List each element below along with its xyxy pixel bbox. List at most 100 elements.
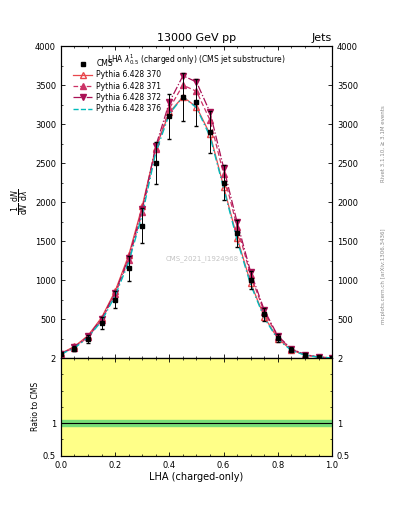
Pythia 6.428 370 [72, 344, 77, 350]
Pythia 6.428 371 [208, 117, 212, 123]
Pythia 6.428 372 [113, 290, 118, 296]
Line: Pythia 6.428 370: Pythia 6.428 370 [58, 94, 335, 360]
Pythia 6.428 370 [262, 314, 266, 320]
Pythia 6.428 370 [99, 314, 104, 321]
Pythia 6.428 372 [275, 333, 280, 339]
Pythia 6.428 371 [275, 334, 280, 340]
Pythia 6.428 370 [208, 131, 212, 137]
Pythia 6.428 376 [181, 94, 185, 100]
Pythia 6.428 371 [303, 352, 307, 358]
Pythia 6.428 372 [208, 110, 212, 116]
Pythia 6.428 372 [181, 73, 185, 79]
Pythia 6.428 371 [72, 345, 77, 351]
Pythia 6.428 370 [316, 354, 321, 360]
Bar [61, 413, 332, 433]
Text: LHA $\lambda^{1}_{0.5}$ (charged only) (CMS jet substructure): LHA $\lambda^{1}_{0.5}$ (charged only) (… [107, 52, 286, 67]
Line: Pythia 6.428 371: Pythia 6.428 371 [58, 82, 335, 360]
Pythia 6.428 372 [153, 143, 158, 149]
Pythia 6.428 371 [113, 291, 118, 297]
Pythia 6.428 370 [113, 288, 118, 294]
Pythia 6.428 370 [221, 183, 226, 189]
Pythia 6.428 372 [194, 79, 199, 85]
Pythia 6.428 376 [194, 104, 199, 111]
Pythia 6.428 372 [221, 165, 226, 171]
Pythia 6.428 372 [303, 352, 307, 358]
Pythia 6.428 370 [167, 110, 172, 116]
Pythia 6.428 372 [99, 316, 104, 322]
Pythia 6.428 376 [167, 111, 172, 117]
Pythia 6.428 372 [126, 254, 131, 261]
Pythia 6.428 370 [235, 235, 239, 241]
Pythia 6.428 370 [181, 94, 185, 100]
Pythia 6.428 376 [248, 282, 253, 288]
Pythia 6.428 371 [194, 88, 199, 94]
Pythia 6.428 376 [303, 352, 307, 358]
Pythia 6.428 376 [153, 149, 158, 155]
Pythia 6.428 372 [235, 219, 239, 225]
Pythia 6.428 372 [316, 354, 321, 360]
Pythia 6.428 376 [235, 237, 239, 243]
Pythia 6.428 370 [248, 280, 253, 286]
Pythia 6.428 370 [140, 203, 145, 209]
Pythia 6.428 371 [59, 351, 63, 357]
Pythia 6.428 371 [316, 354, 321, 360]
Line: Pythia 6.428 372: Pythia 6.428 372 [58, 73, 335, 360]
Pythia 6.428 376 [289, 347, 294, 353]
Pythia 6.428 376 [126, 259, 131, 265]
Pythia 6.428 372 [86, 333, 90, 339]
Pythia 6.428 371 [126, 257, 131, 263]
Pythia 6.428 376 [316, 354, 321, 360]
Y-axis label: Ratio to CMS: Ratio to CMS [31, 382, 40, 432]
Pythia 6.428 372 [167, 99, 172, 105]
Pythia 6.428 371 [181, 82, 185, 88]
Pythia 6.428 370 [59, 350, 63, 356]
Pythia 6.428 370 [303, 352, 307, 358]
Pythia 6.428 372 [140, 206, 145, 212]
Pythia 6.428 376 [262, 315, 266, 321]
Pythia 6.428 371 [86, 334, 90, 340]
Text: 13000 GeV pp: 13000 GeV pp [157, 33, 236, 44]
Pythia 6.428 371 [140, 209, 145, 216]
Pythia 6.428 371 [330, 355, 334, 361]
Pythia 6.428 372 [59, 351, 63, 357]
Pythia 6.428 376 [72, 345, 77, 351]
Pythia 6.428 371 [221, 171, 226, 177]
Line: Pythia 6.428 376: Pythia 6.428 376 [61, 97, 332, 358]
Y-axis label: $\frac{1}{\mathrm{d}N}\,\frac{\mathrm{d}N}{\mathrm{d}\lambda}$: $\frac{1}{\mathrm{d}N}\,\frac{\mathrm{d}… [9, 189, 31, 216]
Text: Jets: Jets [312, 33, 332, 44]
Pythia 6.428 376 [221, 185, 226, 191]
Pythia 6.428 372 [289, 346, 294, 352]
Pythia 6.428 376 [208, 134, 212, 140]
Legend: CMS, Pythia 6.428 370, Pythia 6.428 371, Pythia 6.428 372, Pythia 6.428 376: CMS, Pythia 6.428 370, Pythia 6.428 371,… [70, 56, 164, 116]
Text: CMS_2021_I1924968: CMS_2021_I1924968 [165, 255, 239, 262]
Text: Rivet 3.1.10, ≥ 3.1M events: Rivet 3.1.10, ≥ 3.1M events [381, 105, 386, 182]
Pythia 6.428 370 [275, 335, 280, 342]
Pythia 6.428 371 [235, 224, 239, 230]
Pythia 6.428 370 [153, 144, 158, 151]
Pythia 6.428 376 [99, 318, 104, 324]
Pythia 6.428 376 [330, 355, 334, 361]
Pythia 6.428 376 [275, 336, 280, 343]
Pythia 6.428 372 [248, 269, 253, 275]
Pythia 6.428 372 [330, 355, 334, 361]
Pythia 6.428 370 [330, 355, 334, 361]
Pythia 6.428 370 [194, 104, 199, 110]
Text: mcplots.cern.ch [arXiv:1306.3436]: mcplots.cern.ch [arXiv:1306.3436] [381, 229, 386, 324]
Pythia 6.428 376 [59, 351, 63, 357]
Pythia 6.428 372 [72, 344, 77, 350]
Pythia 6.428 376 [86, 334, 90, 340]
Pythia 6.428 371 [262, 309, 266, 315]
Pythia 6.428 371 [289, 346, 294, 352]
Pythia 6.428 372 [262, 307, 266, 313]
Pythia 6.428 376 [140, 211, 145, 218]
Pythia 6.428 371 [99, 317, 104, 323]
Pythia 6.428 370 [289, 347, 294, 353]
Pythia 6.428 376 [113, 293, 118, 299]
Pythia 6.428 371 [167, 105, 172, 112]
Pythia 6.428 370 [126, 252, 131, 258]
X-axis label: LHA (charged-only): LHA (charged-only) [149, 472, 244, 482]
Pythia 6.428 371 [248, 272, 253, 279]
Pythia 6.428 370 [86, 332, 90, 338]
Bar [61, 420, 332, 426]
Pythia 6.428 371 [153, 146, 158, 152]
